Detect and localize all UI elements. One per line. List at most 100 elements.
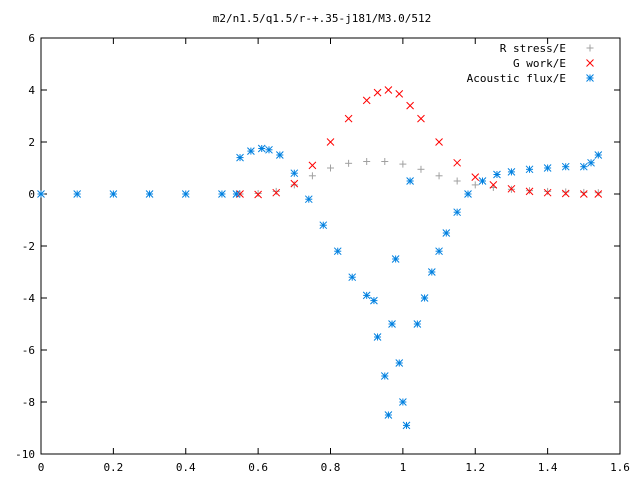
x-tick-label: 1.4 — [538, 461, 558, 474]
point-series-3 — [453, 208, 462, 217]
point-series-3 — [395, 359, 404, 367]
point-series-2 — [453, 158, 462, 167]
x-tick-label: 1 — [400, 461, 407, 474]
point-series-1 — [327, 164, 334, 172]
point-series-3 — [333, 247, 342, 256]
point-series-2 — [417, 114, 425, 123]
point-series-3 — [109, 190, 118, 198]
point-series-1 — [290, 181, 298, 189]
point-series-2 — [308, 161, 317, 170]
point-series-3 — [561, 162, 570, 171]
point-series-3 — [218, 190, 226, 198]
point-series-2 — [395, 90, 404, 98]
point-series-3 — [247, 147, 255, 155]
point-series-3 — [402, 421, 411, 430]
point-series-2 — [290, 179, 299, 188]
point-series-1 — [363, 158, 371, 165]
x-tick-label: 0.6 — [248, 461, 268, 474]
point-series-2 — [326, 138, 335, 146]
y-tick-label: 4 — [28, 84, 35, 97]
y-tick-label: -10 — [15, 448, 35, 461]
point-series-3 — [380, 372, 389, 380]
legend-marker — [586, 44, 594, 52]
point-series-3 — [493, 170, 501, 179]
point-series-1 — [435, 172, 443, 180]
point-series-2 — [362, 96, 371, 105]
x-tick-label: 0.8 — [321, 461, 341, 474]
point-series-2 — [543, 188, 552, 197]
point-series-3 — [587, 158, 595, 167]
point-series-3 — [236, 153, 244, 162]
y-tick-label: 0 — [28, 188, 35, 201]
point-series-2 — [344, 114, 353, 123]
point-series-2 — [489, 181, 498, 189]
point-series-2 — [579, 190, 588, 198]
point-series-3 — [543, 164, 552, 172]
point-series-3 — [145, 190, 154, 198]
y-tick-label: 6 — [28, 32, 35, 45]
x-tick-label: 1.2 — [465, 461, 485, 474]
point-series-3 — [413, 320, 422, 328]
point-series-3 — [399, 398, 407, 406]
point-series-2 — [594, 190, 603, 198]
point-series-2 — [384, 86, 393, 94]
point-series-3 — [181, 190, 190, 198]
point-series-3 — [37, 190, 45, 198]
point-series-2 — [236, 190, 244, 198]
point-series-3 — [464, 190, 472, 198]
point-series-3 — [275, 151, 284, 159]
point-series-3 — [594, 151, 603, 159]
point-series-3 — [265, 145, 273, 154]
point-series-3 — [427, 268, 436, 276]
legend-label: R stress/E — [500, 42, 566, 55]
point-series-2 — [525, 187, 534, 196]
point-series-3 — [304, 195, 313, 204]
point-series-3 — [384, 411, 393, 419]
point-series-2 — [373, 88, 382, 97]
point-series-1 — [308, 172, 316, 180]
point-series-3 — [73, 190, 82, 198]
chart-title: m2/n1.5/q1.5/r-+.35-j181/M3.0/512 — [213, 12, 432, 25]
point-series-1 — [272, 187, 280, 195]
legend-marker — [586, 74, 594, 82]
y-tick-label: 2 — [28, 136, 35, 149]
point-series-3 — [257, 144, 266, 153]
point-series-3 — [579, 162, 588, 171]
legend-marker — [586, 59, 594, 67]
point-series-3 — [525, 165, 534, 174]
point-series-1 — [453, 177, 461, 185]
point-series-3 — [420, 294, 429, 302]
legend-label: Acoustic flux/E — [467, 72, 566, 85]
point-series-3 — [388, 320, 396, 328]
point-series-1 — [580, 188, 588, 196]
point-series-1 — [345, 159, 353, 167]
point-series-1 — [381, 158, 389, 165]
point-series-2 — [406, 101, 414, 110]
point-series-2 — [272, 188, 281, 197]
axis-ticks: 0 0.2 0.4 0.6 0.8 1 1.2 1.4 1.6 6 4 2 0 -2 -4 -6 -8 -10 — [15, 32, 630, 474]
point-series-3 — [319, 221, 328, 230]
point-series-3 — [406, 177, 414, 185]
data-marks — [37, 86, 603, 430]
point-series-3 — [435, 247, 443, 256]
point-series-1 — [594, 189, 602, 197]
legend: R stress/E G work/E Acoustic flux/E — [467, 42, 594, 85]
point-series-1 — [417, 165, 425, 173]
y-tick-label: -6 — [22, 344, 35, 357]
x-tick-label: 0.4 — [176, 461, 196, 474]
point-series-3 — [232, 190, 241, 198]
point-series-1 — [399, 160, 407, 168]
point-series-3 — [373, 333, 382, 341]
point-series-2 — [561, 189, 570, 198]
point-series-3 — [370, 296, 378, 305]
point-series-3 — [478, 177, 487, 185]
point-series-3 — [348, 273, 357, 282]
point-series-3 — [442, 229, 451, 237]
y-tick-label: -8 — [22, 396, 35, 409]
point-series-2 — [471, 173, 480, 181]
point-series-2 — [507, 184, 516, 193]
point-series-1 — [544, 187, 552, 195]
point-series-3 — [290, 169, 299, 178]
